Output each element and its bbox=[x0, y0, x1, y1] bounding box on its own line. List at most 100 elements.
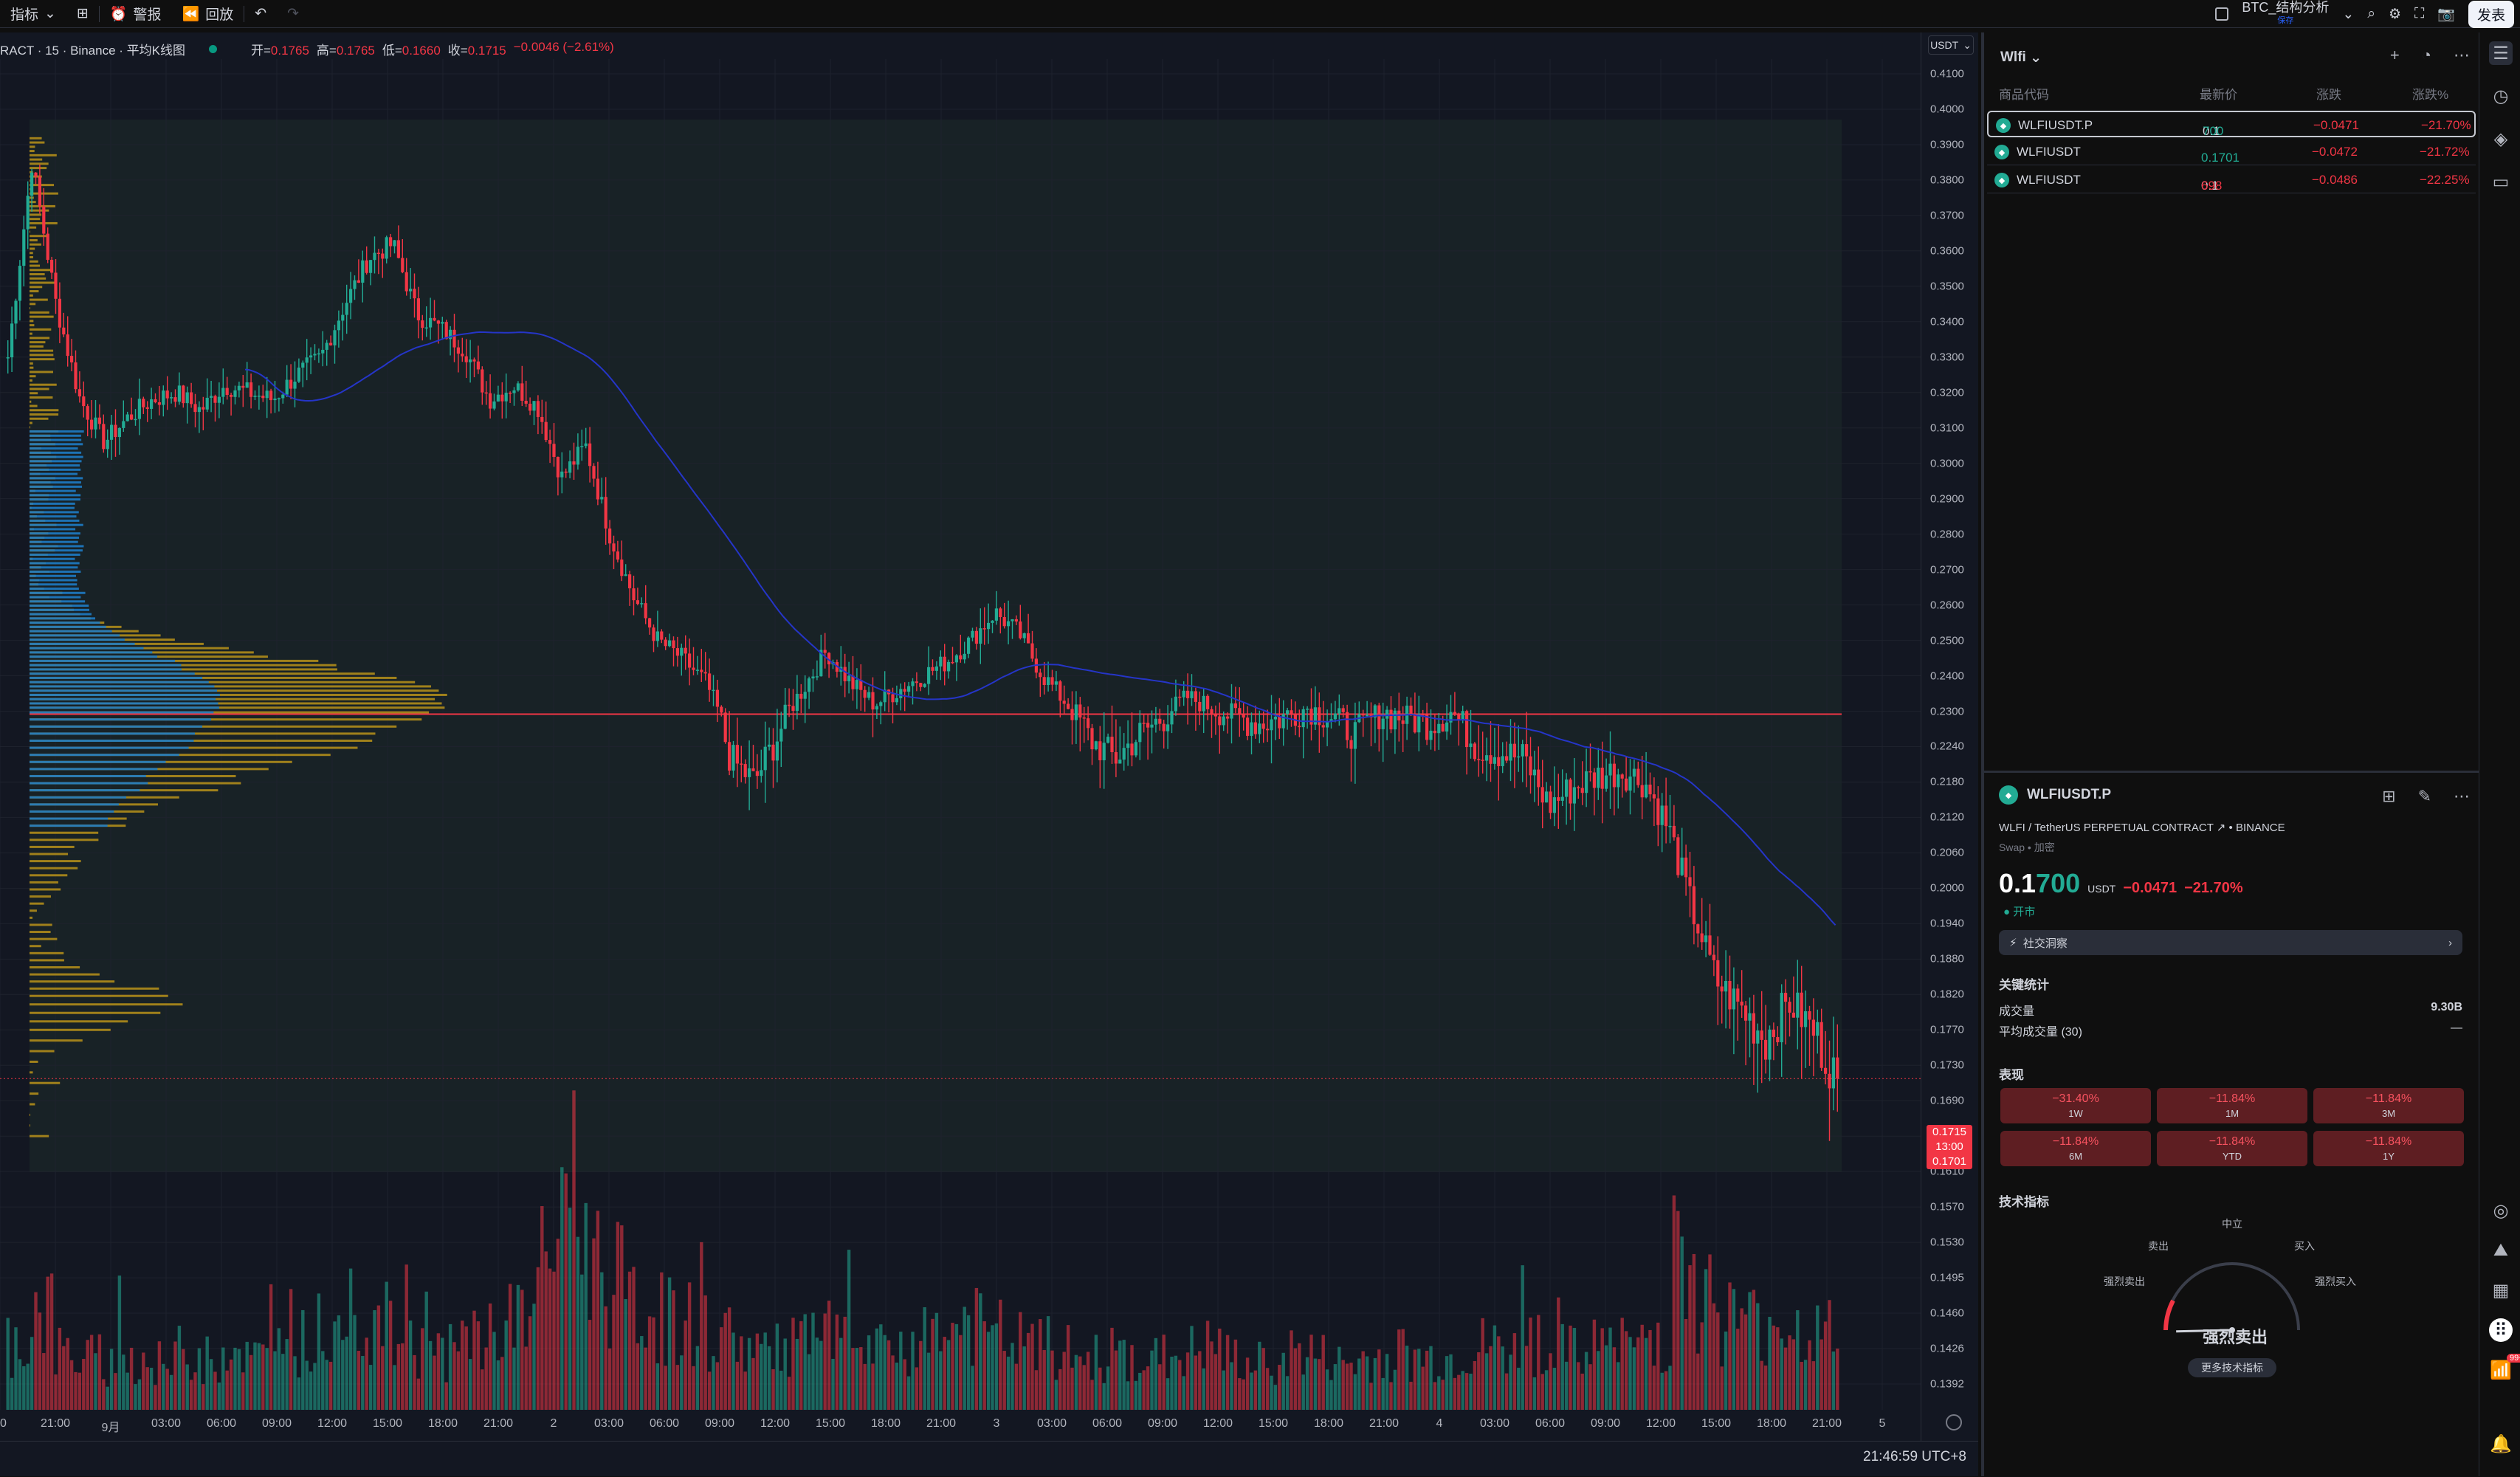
bell-icon[interactable]: 🔔 bbox=[2490, 1433, 2512, 1454]
price-tick-label: 0.3100 bbox=[1930, 421, 1964, 435]
details-symbol[interactable]: WLFIUSDT.P bbox=[2027, 787, 2111, 802]
perf-cell[interactable]: −11.84% YTD bbox=[2157, 1131, 2307, 1166]
stat-label: 平均成交量 (30) bbox=[1999, 1026, 2082, 1039]
panel-divider[interactable] bbox=[1981, 32, 1984, 1476]
candle-body bbox=[1074, 704, 1078, 720]
candle-body bbox=[1014, 619, 1018, 622]
candle-body bbox=[1684, 857, 1688, 878]
price-axis[interactable]: 0.4100 0.4000 0.3900 0.3800 0.3700 0.3600 0.35… bbox=[1921, 32, 1978, 1446]
alerts-clock-icon[interactable]: ◷ bbox=[2493, 86, 2509, 106]
col-last[interactable]: 最新价 bbox=[2200, 88, 2237, 102]
volume-bar bbox=[871, 1363, 875, 1410]
camera-icon[interactable]: 📷 bbox=[2437, 7, 2455, 22]
chat-icon[interactable]: ▭ bbox=[2492, 171, 2510, 192]
watchlist-row[interactable]: ◆ WLFIUSDT 0.1 698 −0.0486 −22.25% bbox=[1987, 167, 2476, 193]
add-symbol-icon[interactable]: + bbox=[2389, 46, 2400, 64]
grid-icon[interactable]: ⊞ bbox=[2382, 787, 2396, 805]
candle-body bbox=[1784, 993, 1788, 1002]
perf-cell[interactable]: −11.84% 1Y bbox=[2313, 1131, 2464, 1166]
calendar-icon[interactable]: ▦ bbox=[2492, 1280, 2510, 1301]
layout-name[interactable]: BTC_结构分析 保存 bbox=[2242, 1, 2329, 27]
col-symbol[interactable]: 商品代码 bbox=[1999, 88, 2049, 102]
col-change[interactable]: 涨跌 bbox=[2316, 88, 2341, 102]
volume-profile-bar bbox=[30, 1028, 111, 1031]
perf-cell[interactable]: −11.84% 1M bbox=[2157, 1088, 2307, 1123]
volume-bar bbox=[433, 1355, 436, 1410]
layers-icon[interactable]: ◈ bbox=[2493, 128, 2508, 149]
candle-body bbox=[532, 401, 536, 411]
volume-profile-value-bar bbox=[30, 698, 216, 700]
more-technicals-button[interactable]: 更多技术指标 bbox=[2188, 1358, 2276, 1377]
chart-canvas[interactable] bbox=[0, 32, 1978, 1476]
watchlist-row[interactable]: ◆ WLFIUSDT.P 0.1 700 −0.0471 −21.70% bbox=[1987, 111, 2476, 138]
perf-cell[interactable]: −31.40% 1W bbox=[2000, 1088, 2151, 1123]
volume-bar bbox=[823, 1313, 827, 1410]
candle-body bbox=[452, 329, 456, 348]
candle-body bbox=[321, 349, 325, 354]
signal-icon[interactable]: 📶99+ bbox=[2489, 1354, 2520, 1382]
chart-area[interactable] bbox=[0, 32, 1978, 1476]
volume-bar bbox=[516, 1284, 520, 1410]
candle-body bbox=[90, 419, 94, 430]
volume-profile-bar bbox=[30, 987, 159, 990]
candle-body bbox=[86, 406, 89, 420]
alert-button[interactable]: ⏰ 警报 bbox=[100, 0, 172, 28]
redo-button[interactable]: ↷ bbox=[277, 0, 309, 28]
price-tick-label: 0.4000 bbox=[1930, 103, 1964, 116]
moving-average-line bbox=[244, 331, 1836, 926]
settings-gear-icon[interactable]: ⚙ bbox=[2388, 6, 2401, 22]
candle-body bbox=[520, 383, 524, 401]
candle-body bbox=[779, 729, 783, 742]
goto-realtime-icon[interactable] bbox=[1946, 1414, 1962, 1430]
symbol-legend-title[interactable]: RACT · 15 · Binance · 平均K线图 bbox=[0, 44, 185, 58]
pie-chart-icon[interactable]: ◔ bbox=[2421, 46, 2431, 64]
candle-body bbox=[145, 407, 149, 409]
candle-body bbox=[768, 744, 771, 747]
more-options-icon[interactable]: ⋯ bbox=[2454, 46, 2470, 64]
volume-bar bbox=[1019, 1312, 1022, 1410]
col-change-pct[interactable]: 涨跌% bbox=[2412, 88, 2449, 102]
external-link-icon[interactable]: ↗ bbox=[2216, 822, 2226, 834]
watchlist-icon[interactable]: ☰ bbox=[2489, 41, 2513, 65]
candle-body bbox=[1776, 1037, 1780, 1043]
sidebar-split-handle[interactable] bbox=[1984, 771, 2479, 773]
volume-bar bbox=[971, 1366, 974, 1410]
fullscreen-icon[interactable]: ⛶ bbox=[2414, 6, 2425, 21]
compass-icon[interactable]: ◎ bbox=[2493, 1200, 2509, 1221]
volume-bar bbox=[715, 1362, 720, 1410]
undo-button[interactable]: ↶ bbox=[244, 0, 277, 28]
social-insights-button[interactable]: ⚡ 社交洞察 › bbox=[1999, 930, 2462, 955]
apps-grid-icon[interactable]: ⠿ bbox=[2489, 1318, 2513, 1342]
perf-cell[interactable]: −11.84% 6M bbox=[2000, 1131, 2151, 1166]
utc-clock[interactable]: 21:46:59 UTC+8 bbox=[1863, 1449, 1966, 1464]
candle-body bbox=[911, 681, 915, 686]
quick-search-icon[interactable]: ⌕ bbox=[2367, 6, 2375, 21]
watchlist-row[interactable]: ◆ WLFIUSDT 0.1701 −0.0472 −21.72% bbox=[1987, 139, 2476, 165]
volume-bar bbox=[1213, 1354, 1218, 1410]
price-tick-label: 0.3900 bbox=[1930, 138, 1964, 151]
watchlist-header[interactable]: Wlfi ⌄ bbox=[1984, 43, 2479, 72]
candle-body bbox=[1497, 757, 1501, 766]
volume-bar bbox=[727, 1307, 731, 1410]
candle-body bbox=[934, 666, 938, 671]
volume-bar bbox=[915, 1367, 919, 1410]
candle-body bbox=[1377, 705, 1381, 729]
candle-body bbox=[688, 653, 692, 668]
volume-profile-value-bar bbox=[30, 549, 83, 552]
checkbox-icon[interactable] bbox=[2215, 7, 2229, 21]
publish-button[interactable]: 发表 bbox=[2468, 0, 2514, 28]
volume-profile-bar bbox=[30, 923, 52, 926]
layout-grid-button[interactable]: ⊞ bbox=[66, 0, 99, 28]
perf-cell[interactable]: −11.84% 3M bbox=[2313, 1088, 2464, 1123]
pine-editor-icon[interactable]: ⛰ bbox=[2493, 1240, 2509, 1260]
more-options-icon[interactable]: ⋯ bbox=[2454, 787, 2470, 805]
indicators-button[interactable]: 指标 ⌄ bbox=[0, 0, 66, 28]
volume-profile-value-bar bbox=[30, 523, 83, 526]
volume-bar bbox=[946, 1340, 951, 1410]
currency-selector[interactable]: USDT ⌄ bbox=[1928, 35, 1974, 55]
edit-icon[interactable]: ✎ bbox=[2417, 787, 2431, 805]
volume-profile-value-bar bbox=[30, 447, 78, 450]
volume-bar bbox=[309, 1371, 313, 1410]
chevron-down-icon[interactable]: ⌄ bbox=[2342, 6, 2355, 22]
replay-button[interactable]: ⏪ 回放 bbox=[172, 0, 244, 28]
